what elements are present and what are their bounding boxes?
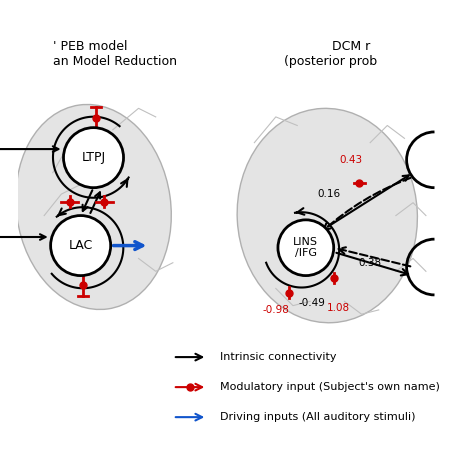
Text: 0.16: 0.16 bbox=[318, 189, 341, 199]
Text: (posterior prob: (posterior prob bbox=[284, 55, 377, 68]
Text: ' PEB model: ' PEB model bbox=[53, 40, 127, 53]
Text: DCM r: DCM r bbox=[331, 40, 370, 53]
Text: LINS
/IFG: LINS /IFG bbox=[293, 237, 319, 258]
Text: Modulatory input (Subject's own name): Modulatory input (Subject's own name) bbox=[220, 382, 440, 392]
Text: 0.43: 0.43 bbox=[339, 155, 363, 165]
Text: -0.49: -0.49 bbox=[299, 299, 326, 309]
Text: Intrinsic connectivity: Intrinsic connectivity bbox=[220, 352, 337, 362]
Ellipse shape bbox=[16, 104, 171, 310]
Text: an Model Reduction: an Model Reduction bbox=[53, 55, 177, 68]
Circle shape bbox=[51, 216, 110, 275]
Circle shape bbox=[64, 128, 124, 188]
Text: 1.08: 1.08 bbox=[327, 303, 349, 313]
Text: Driving inputs (All auditory stimuli): Driving inputs (All auditory stimuli) bbox=[220, 412, 416, 422]
Circle shape bbox=[278, 220, 334, 275]
Text: -0.98: -0.98 bbox=[263, 305, 289, 315]
Text: LAC: LAC bbox=[69, 239, 93, 252]
Text: 0.38: 0.38 bbox=[359, 258, 382, 268]
Ellipse shape bbox=[237, 109, 418, 323]
Text: LTPJ: LTPJ bbox=[82, 151, 106, 164]
